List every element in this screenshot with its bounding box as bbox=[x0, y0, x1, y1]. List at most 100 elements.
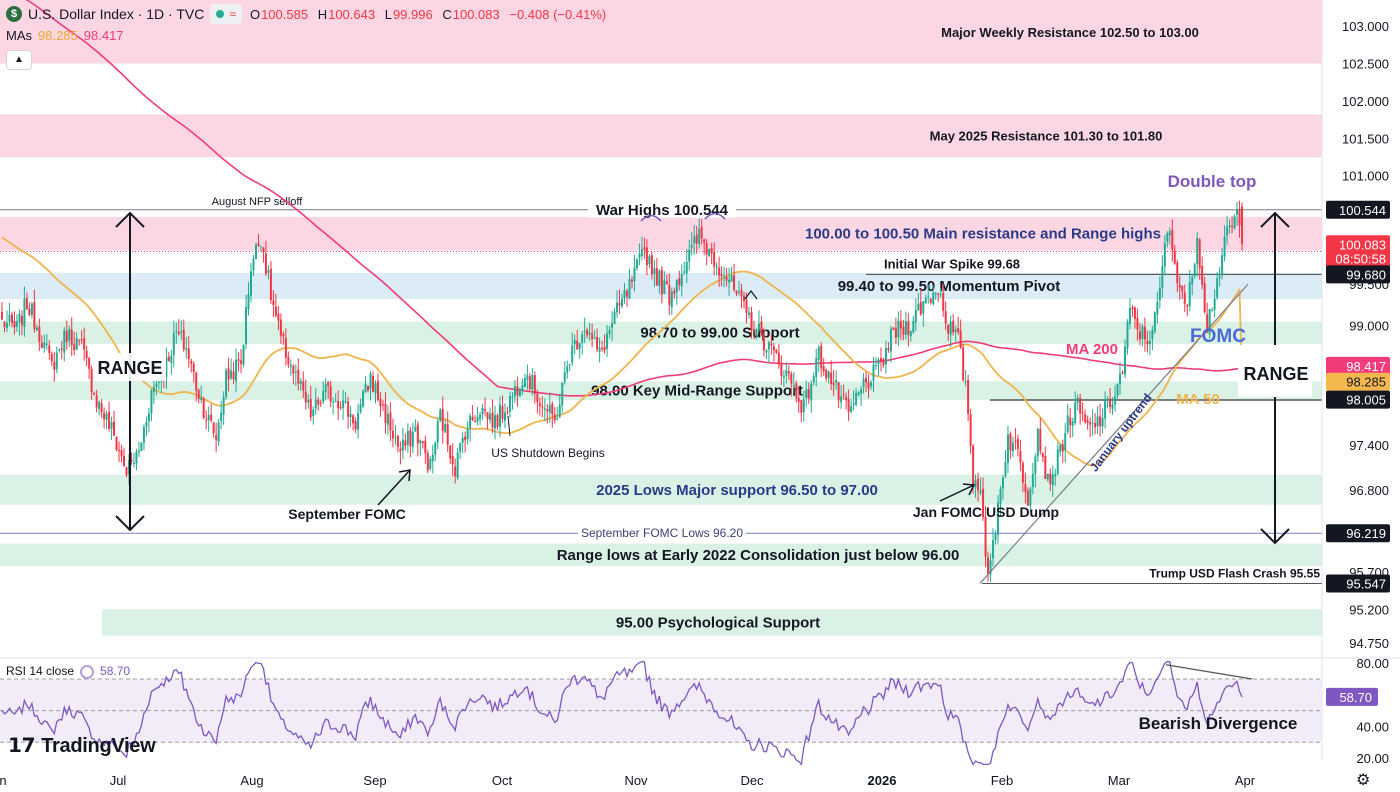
gear-icon[interactable]: ⚙ bbox=[1356, 772, 1371, 789]
candle-body bbox=[317, 399, 320, 405]
candle-body bbox=[977, 478, 980, 491]
candle-body bbox=[663, 280, 666, 294]
candle-body bbox=[952, 320, 955, 333]
double-top-label: Double top bbox=[1168, 172, 1257, 191]
candle-body bbox=[735, 290, 738, 294]
candle-body bbox=[484, 409, 487, 411]
candle-body bbox=[58, 349, 61, 351]
candle-body bbox=[235, 359, 238, 382]
candle-body bbox=[867, 382, 870, 389]
candle-body bbox=[123, 455, 126, 466]
candle-body bbox=[1041, 453, 1044, 458]
ma-legend[interactable]: MAs 98.285 98.417 bbox=[6, 28, 124, 43]
candle-body bbox=[1071, 421, 1074, 426]
candle-body bbox=[304, 391, 307, 403]
candle-body bbox=[1188, 282, 1191, 307]
candle-body bbox=[1109, 398, 1112, 407]
candle-body bbox=[1218, 276, 1221, 278]
candle-body bbox=[1026, 490, 1029, 506]
candle-body bbox=[840, 396, 843, 403]
time-tick-label: 2026 bbox=[868, 773, 897, 788]
time-tick-label: Jul bbox=[110, 773, 127, 788]
candle-body bbox=[1076, 397, 1079, 403]
candle-body bbox=[297, 369, 300, 384]
candle-body bbox=[1049, 473, 1052, 484]
candle-body bbox=[516, 386, 519, 395]
candle-body bbox=[15, 321, 18, 327]
candle-body bbox=[683, 271, 686, 273]
zone-label: May 2025 Resistance 101.30 to 101.80 bbox=[930, 129, 1163, 144]
candle-body bbox=[992, 540, 995, 559]
candle-body bbox=[344, 400, 347, 403]
market-status[interactable]: ≈ bbox=[210, 4, 242, 24]
candle-body bbox=[312, 409, 315, 417]
candle-body bbox=[884, 348, 887, 365]
candle-body bbox=[723, 276, 726, 278]
candle-body bbox=[1074, 402, 1077, 423]
candle-body bbox=[1094, 422, 1097, 428]
candle-body bbox=[703, 239, 706, 243]
candle-body bbox=[566, 366, 569, 373]
candle-body bbox=[1016, 438, 1019, 450]
candle-body bbox=[414, 426, 417, 432]
candle-body bbox=[474, 421, 477, 423]
rsi-label: RSI 14 close bbox=[6, 664, 75, 678]
candle-body bbox=[108, 411, 111, 429]
candle-body bbox=[543, 408, 546, 410]
candle-body bbox=[53, 361, 56, 370]
candle-body bbox=[399, 448, 402, 452]
candle-body bbox=[665, 281, 668, 285]
candle-body bbox=[957, 328, 960, 333]
candle-body bbox=[469, 415, 472, 429]
symbol-title[interactable]: U.S. Dollar Index · 1D · TVC bbox=[28, 6, 205, 22]
double-top-marker bbox=[704, 212, 726, 220]
candle-body bbox=[802, 399, 805, 413]
candle-body bbox=[324, 384, 327, 393]
candle-body bbox=[755, 329, 758, 335]
candle-body bbox=[182, 329, 185, 350]
candle-body bbox=[207, 414, 210, 421]
candle-body bbox=[720, 274, 723, 277]
candle-body bbox=[508, 396, 511, 412]
candle-body bbox=[1206, 314, 1209, 333]
candle-body bbox=[73, 344, 76, 351]
candle-body bbox=[1009, 433, 1012, 451]
candle-body bbox=[633, 267, 636, 282]
candle-body bbox=[227, 368, 230, 380]
candle-body bbox=[807, 389, 810, 399]
candle-body bbox=[847, 399, 850, 412]
candle-body bbox=[1001, 477, 1004, 489]
candle-body bbox=[140, 442, 143, 451]
tradingview-logo[interactable]: 𝟭𝟳 TradingView bbox=[8, 735, 156, 757]
candle-body bbox=[1014, 441, 1017, 443]
candle-body bbox=[252, 258, 255, 271]
candle-body bbox=[817, 347, 820, 360]
candle-body bbox=[1046, 473, 1049, 480]
candle-body bbox=[556, 418, 559, 420]
candle-body bbox=[424, 440, 427, 454]
candle-body bbox=[1178, 284, 1181, 288]
dollar-sign-icon: $ bbox=[6, 6, 22, 22]
candle-body bbox=[446, 424, 449, 445]
candle-body bbox=[1216, 278, 1219, 298]
label-bg bbox=[578, 525, 746, 540]
candle-body bbox=[800, 400, 803, 413]
collapse-legend-button[interactable]: ▲ bbox=[6, 50, 32, 70]
rsi-legend[interactable]: RSI 14 close 58.70 bbox=[6, 664, 130, 679]
bearish-divergence-label: Bearish Divergence bbox=[1139, 714, 1298, 733]
candle-body bbox=[879, 358, 882, 361]
candle-body bbox=[449, 445, 452, 459]
candle-body bbox=[596, 336, 599, 350]
market-open-dot-icon bbox=[216, 10, 225, 18]
time-tick-label: Sep bbox=[363, 773, 386, 788]
candle-body bbox=[1031, 473, 1034, 487]
price-tag bbox=[1326, 235, 1390, 268]
candle-body bbox=[43, 342, 46, 349]
price-tick-label: 94.750 bbox=[1349, 636, 1389, 651]
candle-body bbox=[877, 359, 880, 365]
flash-crash-label: Trump USD Flash Crash 95.55 bbox=[1149, 566, 1320, 580]
candle-body bbox=[404, 440, 407, 446]
candle-body bbox=[1196, 237, 1199, 265]
candle-body bbox=[1181, 285, 1184, 292]
